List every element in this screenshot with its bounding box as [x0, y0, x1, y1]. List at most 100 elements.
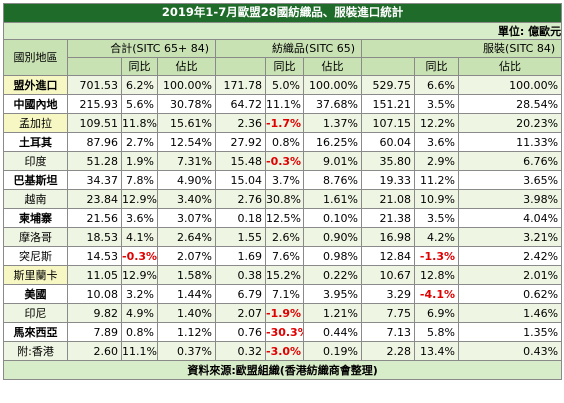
apparel-value-cell: 10.67 — [361, 265, 415, 285]
total-share-cell: 1.58% — [157, 265, 216, 285]
region-cell: 斯里蘭卡 — [3, 265, 68, 285]
textile-share-cell: 3.95% — [303, 284, 362, 304]
total-share-cell: 1.44% — [157, 284, 216, 304]
textile-value-cell: 2.76 — [215, 189, 266, 209]
table-row: 中國內地 215.93 5.6% 30.78% 64.72 11.1% 37.68% 151.… — [3, 94, 563, 114]
apparel-yoy-cell: 5.8% — [414, 322, 459, 342]
total-yoy-cell: 11.1% — [121, 341, 158, 361]
textile-value-cell: 0.76 — [215, 322, 266, 342]
table-row: 印度 51.28 1.9% 7.31% 15.48 -0.3% 9.01% 35.80 2.9%… — [3, 151, 563, 171]
total-share-cell: 1.40% — [157, 303, 216, 323]
region-cell: 中國內地 — [3, 94, 68, 114]
apparel-share-cell: 0.43% — [457, 341, 563, 361]
apparel-share-cell: 2.01% — [457, 265, 563, 285]
textile-value-cell: 1.55 — [215, 227, 266, 247]
total-value-cell: 701.53 — [67, 75, 122, 95]
total-yoy-cell: 7.8% — [121, 170, 158, 190]
textile-value-cell: 1.69 — [215, 246, 266, 266]
total-value-cell: 21.56 — [67, 208, 122, 228]
apparel-value-cell: 35.80 — [361, 151, 415, 171]
apparel-group-header: 服裝(SITC 84) — [360, 39, 563, 58]
region-cell: 土耳其 — [3, 132, 68, 152]
textile-share-subheader: 佔比 — [303, 57, 362, 76]
apparel-yoy-cell: 12.8% — [414, 265, 459, 285]
total-yoy-cell: 4.1% — [121, 227, 158, 247]
textile-share-cell: 1.61% — [303, 189, 362, 209]
apparel-yoy-cell: 13.4% — [414, 341, 459, 361]
textile-share-cell: 9.01% — [303, 151, 362, 171]
region-column-header: 國別地區 — [3, 39, 68, 76]
total-value-cell: 2.60 — [67, 341, 122, 361]
textile-value-cell: 27.92 — [215, 132, 266, 152]
apparel-value-subheader — [361, 57, 415, 76]
region-cell: 突尼斯 — [3, 246, 68, 266]
apparel-value-cell: 16.98 — [361, 227, 415, 247]
textile-yoy-subheader: 同比 — [265, 57, 304, 76]
textile-share-cell: 37.68% — [303, 94, 362, 114]
table-row: 巴基斯坦 34.37 7.8% 4.90% 15.04 3.7% 8.76% 19.33 11.… — [3, 170, 563, 190]
apparel-yoy-cell: 10.9% — [414, 189, 459, 209]
textile-group-header: 紡織品(SITC 65) — [215, 39, 362, 58]
total-share-cell: 2.64% — [157, 227, 216, 247]
textile-yoy-cell: 15.2% — [265, 265, 304, 285]
total-value-cell: 87.96 — [67, 132, 122, 152]
total-value-cell: 18.53 — [67, 227, 122, 247]
total-share-subheader: 佔比 — [157, 57, 216, 76]
total-share-cell: 0.37% — [157, 341, 216, 361]
total-yoy-cell: 5.6% — [121, 94, 158, 114]
apparel-share-cell: 3.65% — [457, 170, 563, 190]
total-value-cell: 51.28 — [67, 151, 122, 171]
total-value-cell: 9.82 — [67, 303, 122, 323]
total-value-cell: 23.84 — [67, 189, 122, 209]
table-row: 附:香港 2.60 11.1% 0.37% 0.32 -3.0% 0.19% 2.28 13.4… — [3, 341, 563, 361]
textile-yoy-cell: 7.6% — [265, 246, 304, 266]
region-cell: 盟外進口 — [3, 75, 68, 95]
textile-value-cell: 15.04 — [215, 170, 266, 190]
apparel-yoy-cell: 3.6% — [414, 132, 459, 152]
table-row: 柬埔寨 21.56 3.6% 3.07% 0.18 12.5% 0.10% 21.38 3.5%… — [3, 208, 563, 228]
apparel-share-cell: 6.76% — [457, 151, 563, 171]
textile-share-cell: 0.22% — [303, 265, 362, 285]
textile-yoy-cell: -30.3% — [265, 322, 304, 342]
table-row: 美國 10.08 3.2% 1.44% 6.79 7.1% 3.95% 3.29 -4.1% 0.… — [3, 284, 563, 304]
table-row: 孟加拉 109.51 11.8% 15.61% 2.36 -1.7% 1.37% 107.15… — [3, 113, 563, 133]
apparel-value-cell: 12.84 — [361, 246, 415, 266]
total-share-cell: 12.54% — [157, 132, 216, 152]
apparel-value-cell: 2.28 — [361, 341, 415, 361]
region-cell: 印尼 — [3, 303, 68, 323]
total-yoy-cell: 6.2% — [121, 75, 158, 95]
apparel-share-subheader: 佔比 — [457, 57, 563, 76]
total-value-cell: 215.93 — [67, 94, 122, 114]
total-value-cell: 7.89 — [67, 322, 122, 342]
region-cell: 摩洛哥 — [3, 227, 68, 247]
textile-share-cell: 8.76% — [303, 170, 362, 190]
textile-value-subheader — [215, 57, 266, 76]
table-row: 盟外進口 701.53 6.2% 100.00% 171.78 5.0% 100.00% 52… — [3, 75, 563, 95]
apparel-share-cell: 4.04% — [457, 208, 563, 228]
apparel-value-cell: 21.08 — [361, 189, 415, 209]
total-yoy-cell: 4.9% — [121, 303, 158, 323]
apparel-share-cell: 2.42% — [457, 246, 563, 266]
total-value-cell: 10.08 — [67, 284, 122, 304]
apparel-yoy-cell: 11.2% — [414, 170, 459, 190]
total-value-cell: 11.05 — [67, 265, 122, 285]
table-row: 土耳其 87.96 2.7% 12.54% 27.92 0.8% 16.25% 60.04 3.… — [3, 132, 563, 152]
total-value-cell: 34.37 — [67, 170, 122, 190]
apparel-yoy-cell: 12.2% — [414, 113, 459, 133]
textile-value-cell: 2.07 — [215, 303, 266, 323]
textile-yoy-cell: 11.1% — [265, 94, 304, 114]
textile-value-cell: 2.36 — [215, 113, 266, 133]
table-row: 突尼斯 14.53 -0.3% 2.07% 1.69 7.6% 0.98% 12.84 -1.3… — [3, 246, 563, 266]
total-share-cell: 2.07% — [157, 246, 216, 266]
region-cell: 美國 — [3, 284, 68, 304]
apparel-share-cell: 3.98% — [457, 189, 563, 209]
textile-share-cell: 0.19% — [303, 341, 362, 361]
apparel-yoy-cell: -1.3% — [414, 246, 459, 266]
total-yoy-cell: -0.3% — [121, 246, 158, 266]
apparel-yoy-cell: -4.1% — [414, 284, 459, 304]
apparel-share-cell: 0.62% — [457, 284, 563, 304]
apparel-value-cell: 60.04 — [361, 132, 415, 152]
textile-yoy-cell: 12.5% — [265, 208, 304, 228]
total-value-cell: 109.51 — [67, 113, 122, 133]
apparel-yoy-cell: 3.5% — [414, 94, 459, 114]
